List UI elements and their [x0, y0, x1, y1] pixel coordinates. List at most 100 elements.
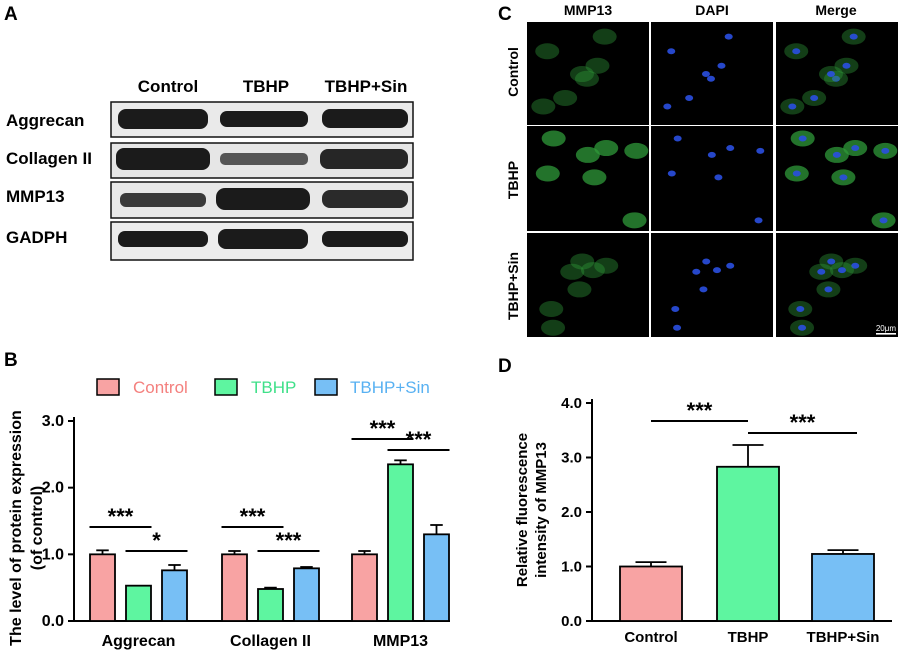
blot-protein-label: Aggrecan	[6, 111, 84, 130]
x-tick-label: Collagen II	[230, 633, 311, 650]
bar	[257, 588, 284, 622]
micrograph	[527, 233, 649, 337]
y-tick-label: 2.0	[561, 504, 582, 521]
panel-c: C MMP13 DAPI Merge Control TBHP TBHP+Sin…	[498, 2, 898, 337]
nucleus	[699, 286, 708, 293]
blot-band	[322, 231, 408, 247]
nucleus	[792, 48, 801, 55]
x-tick-label: Control	[624, 629, 677, 646]
bar	[221, 553, 248, 622]
x-tick-label: MMP13	[373, 633, 428, 650]
nucleus	[667, 48, 676, 55]
micrograph	[651, 126, 773, 231]
panel-d: D Relative fluorescence intensity of MMP…	[498, 356, 892, 646]
significance-label: *	[152, 528, 161, 553]
significance-label: ***	[406, 427, 432, 452]
bar	[125, 584, 152, 622]
cell-signal	[567, 281, 592, 298]
panel-b-label: B	[4, 350, 18, 371]
micrograph	[776, 22, 898, 125]
nucleus	[673, 324, 682, 331]
bar	[89, 553, 116, 622]
nucleus	[827, 258, 836, 265]
blot-band	[218, 229, 308, 249]
nucleus	[756, 147, 765, 154]
cell-signal	[592, 28, 617, 45]
legend-b: Control TBHP TBHP+Sin	[96, 378, 430, 397]
nucleus	[798, 135, 807, 142]
y-tick-label: 4.0	[561, 395, 582, 412]
panel-a-label: A	[4, 4, 18, 25]
nucleus	[796, 306, 805, 313]
nucleus	[824, 286, 833, 293]
cell-signal	[580, 262, 605, 279]
blot-band	[216, 188, 310, 210]
bar	[811, 553, 875, 622]
nucleus	[712, 267, 721, 274]
nucleus	[685, 94, 694, 101]
significance-label: ***	[240, 504, 266, 529]
panel-a: A Control TBHP TBHP+Sin Aggrecan Collage…	[4, 4, 414, 261]
blot-lane-label: TBHP	[243, 77, 289, 96]
blot-band	[322, 190, 408, 208]
y-tick-label: 0.0	[561, 613, 582, 630]
cell-signal	[541, 319, 566, 336]
bar	[387, 463, 414, 622]
panel-c-label: C	[498, 4, 512, 25]
channel-label: DAPI	[695, 2, 728, 18]
nucleus	[837, 267, 846, 274]
nucleus	[810, 94, 819, 101]
panel-d-label: D	[498, 356, 512, 377]
channel-label: Merge	[815, 2, 856, 18]
x-tick-label: TBHP	[728, 629, 769, 646]
y-axis-label-b: The level of protein expression	[8, 410, 25, 646]
blot-protein-label: MMP13	[6, 187, 65, 206]
nucleus	[701, 71, 710, 78]
legend-swatch-tbhp	[214, 378, 238, 396]
scale-bar	[876, 333, 896, 335]
blot-lane-label: TBHP+Sin	[325, 77, 408, 96]
legend-label-tbhp-sin: TBHP+Sin	[350, 378, 430, 397]
nucleus	[706, 75, 715, 82]
nucleus	[792, 170, 801, 177]
x-tick-label: Aggrecan	[102, 633, 176, 650]
significance-label: ***	[108, 504, 134, 529]
y-tick-label: 1.0	[561, 559, 582, 576]
blot-band	[322, 109, 408, 128]
cell-signal	[569, 66, 594, 83]
nucleus	[714, 174, 723, 181]
panel-b: B Control TBHP TBHP+Sin The level of pro…	[4, 350, 450, 650]
y-tick-label: 1.0	[42, 546, 64, 563]
nucleus	[663, 103, 672, 110]
nucleus	[754, 217, 763, 224]
nucleus	[798, 324, 807, 331]
nucleus	[702, 258, 711, 265]
nucleus	[851, 145, 860, 152]
y-axis-label-d-line2: intensity of MMP13	[533, 442, 550, 578]
cell-signal	[535, 165, 560, 182]
micrograph	[527, 22, 649, 125]
cell-signal	[594, 257, 619, 274]
bar	[161, 569, 188, 622]
nucleus	[707, 151, 716, 158]
nucleus	[826, 71, 835, 78]
condition-label: TBHP	[505, 161, 521, 199]
x-tick-label: TBHP+Sin	[807, 629, 880, 646]
cell-signal	[570, 253, 595, 270]
legend-label-tbhp: TBHP	[251, 378, 296, 397]
cell-signal	[539, 301, 564, 318]
scale-bar-label: 20μm	[876, 324, 897, 333]
condition-label: Control	[505, 47, 521, 97]
nucleus	[671, 306, 680, 313]
significance-label: ***	[276, 528, 302, 553]
condition-label: TBHP+Sin	[505, 252, 521, 320]
y-axis-label-b-line2: (of control)	[29, 486, 46, 570]
blot-band	[220, 111, 308, 127]
y-tick-label: 0.0	[42, 613, 64, 630]
micrograph	[776, 233, 898, 337]
nucleus	[726, 145, 735, 152]
significance-label: ***	[370, 416, 396, 441]
legend-swatch-control	[96, 378, 120, 396]
cell-signal	[531, 98, 556, 115]
